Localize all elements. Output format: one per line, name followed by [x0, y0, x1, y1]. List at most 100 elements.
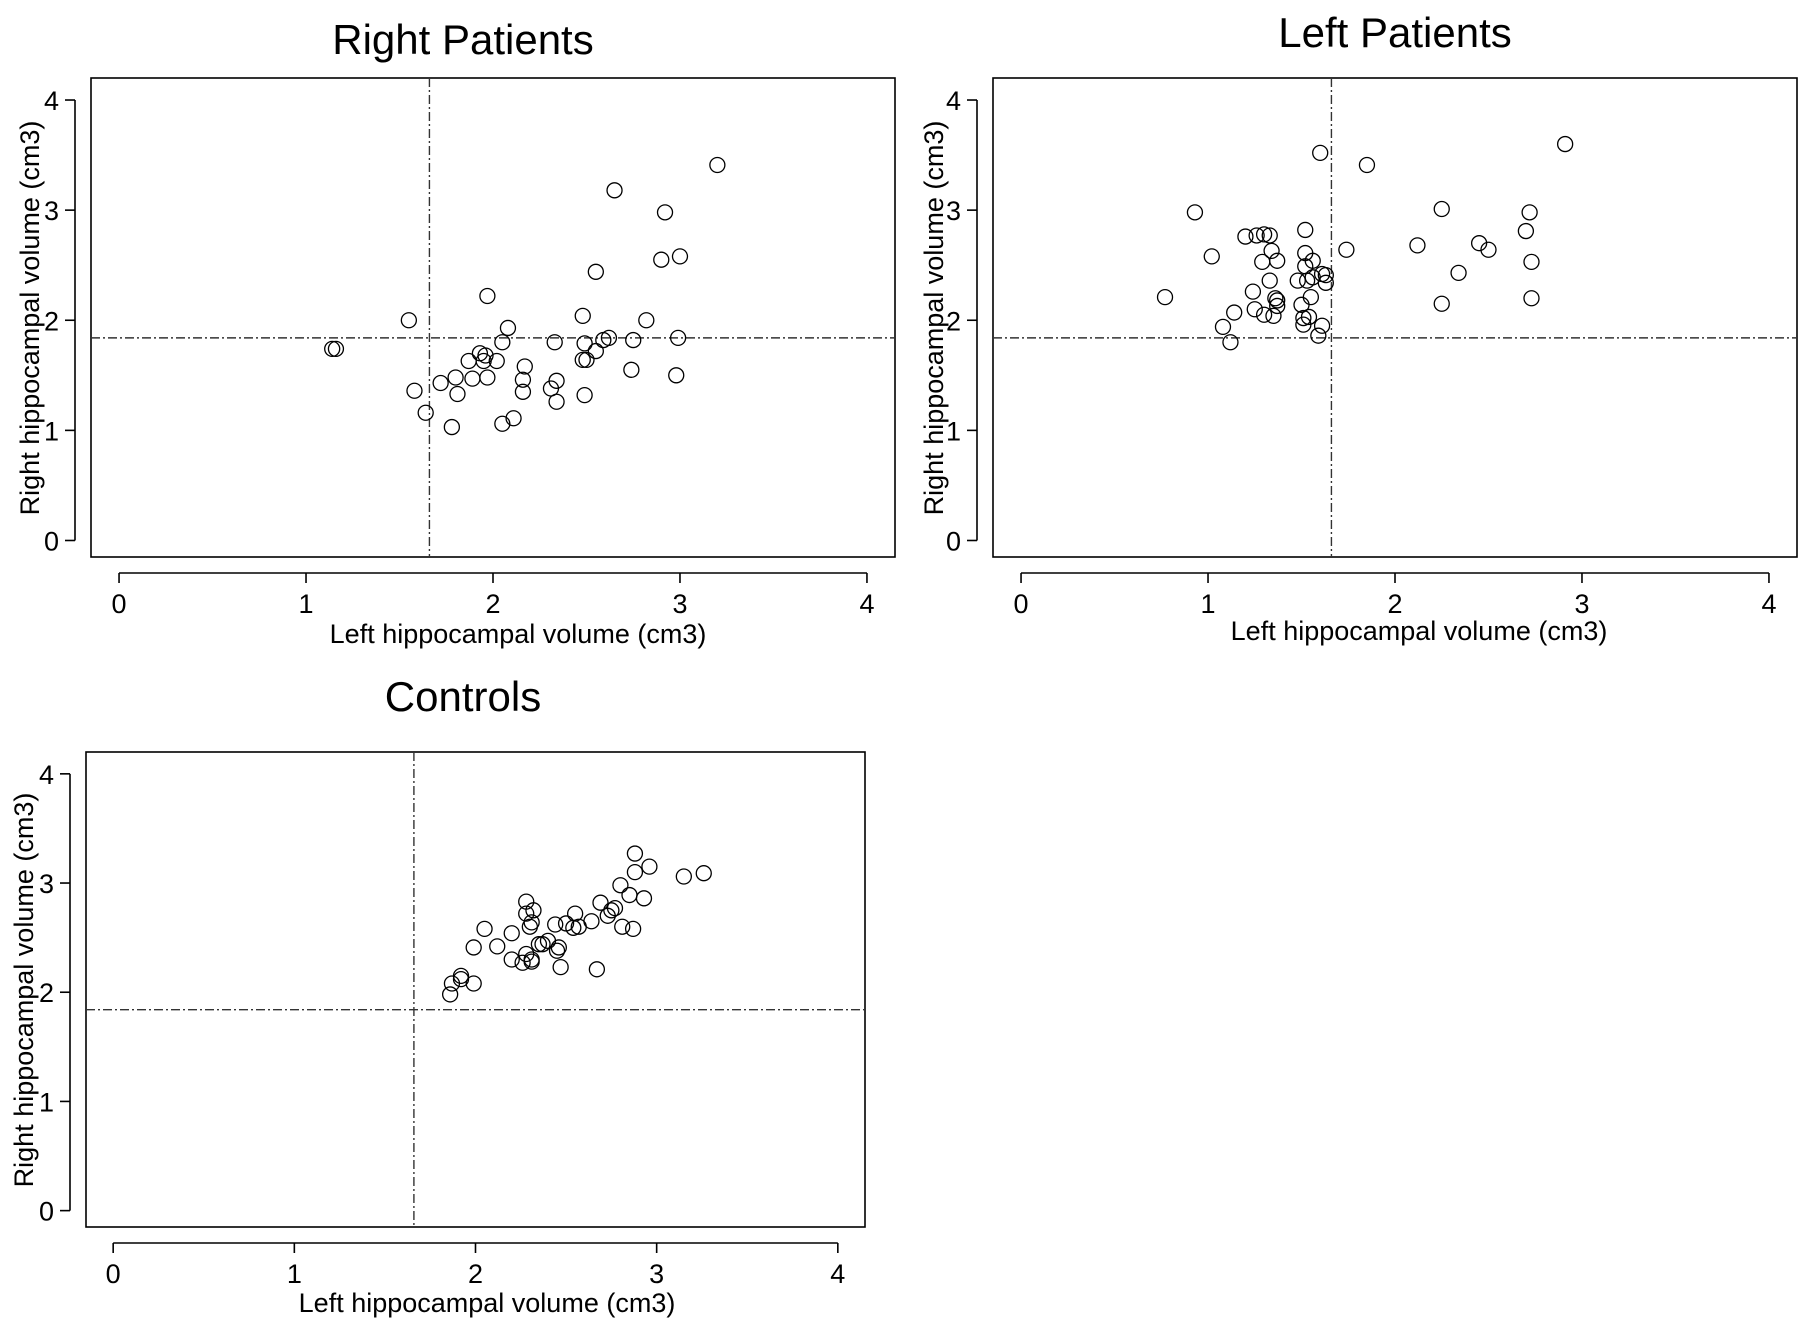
y-axis-label: Right hippocampal volume (cm3) [919, 121, 949, 516]
chart-title: Controls [385, 673, 541, 720]
data-point [1480, 241, 1497, 258]
y-tick-label: 2 [39, 978, 54, 1008]
y-tick-label: 1 [44, 416, 59, 446]
data-point [1317, 274, 1334, 291]
data-point [1300, 308, 1318, 326]
x-tick-label: 0 [1014, 589, 1029, 619]
panel-2: Controls 0 1 2 3 4 0 1 2 3 4 Left hippocampal volum… [9, 673, 866, 1318]
data-point [505, 410, 522, 427]
data-point [1338, 241, 1355, 258]
data-point [1298, 272, 1316, 289]
data-point [626, 863, 644, 881]
x-axis-label: Left hippocampal volume (cm3) [1231, 616, 1608, 646]
data-point [432, 374, 449, 392]
data-point [479, 287, 496, 305]
data-point [576, 335, 593, 352]
data-point [1244, 283, 1262, 300]
data-point [406, 382, 423, 399]
x-tick-label: 4 [859, 589, 874, 619]
data-point [494, 415, 511, 432]
y-tick-label: 4 [39, 760, 54, 790]
data-point [1556, 135, 1574, 153]
data-point [675, 868, 692, 885]
data-point [1304, 252, 1321, 269]
data-point [525, 902, 542, 919]
chart-title: Right Patients [332, 16, 593, 63]
y-axis-label: Right hippocampal volume (cm3) [15, 121, 45, 516]
data-point [514, 383, 532, 400]
data-point [400, 312, 418, 329]
panel-0: Right Patients 0 1 2 3 4 0 1 2 3 4 Left hippocampal… [15, 16, 896, 649]
data-point [1312, 144, 1329, 162]
data-point [1297, 221, 1314, 239]
y-tick-label: 3 [39, 869, 54, 899]
panel-1: Left Patients 0 1 2 3 4 0 1 2 3 4 Left hippocampal … [919, 9, 1798, 646]
y-tick-label: 0 [946, 526, 961, 556]
data-point [489, 938, 506, 955]
x-tick-label: 3 [649, 1259, 664, 1289]
data-point [653, 251, 670, 268]
data-point [566, 905, 584, 922]
data-point [583, 913, 600, 930]
x-tick-label: 2 [1387, 589, 1402, 619]
data-point [1409, 237, 1426, 254]
data-point [523, 914, 540, 931]
data-point [452, 970, 470, 988]
x-tick-label: 2 [468, 1259, 483, 1289]
plot-frame [992, 77, 1798, 558]
x-tick-label: 2 [485, 589, 500, 619]
plot-frame [90, 77, 896, 558]
data-point [1237, 228, 1254, 245]
data-point [1261, 272, 1278, 289]
data-point [1450, 264, 1467, 282]
data-point [576, 386, 593, 404]
data-point [1269, 252, 1286, 269]
x-tick-label: 4 [1761, 589, 1776, 619]
data-point [635, 890, 653, 907]
x-tick-label: 1 [1201, 589, 1216, 619]
data-point [534, 936, 551, 953]
data-point [324, 340, 341, 358]
data-point [1246, 301, 1263, 318]
x-tick-label: 3 [1574, 589, 1589, 619]
data-point [530, 936, 548, 953]
data-point [1313, 317, 1331, 334]
data-point [465, 975, 482, 992]
data-point [1302, 288, 1320, 306]
plot-frame [85, 751, 866, 1228]
data-point [656, 204, 674, 221]
data-point [603, 902, 620, 919]
data-point [606, 182, 623, 199]
data-point [600, 329, 618, 347]
data-point [539, 932, 557, 950]
data-point [668, 367, 685, 384]
data-point [548, 393, 565, 410]
x-tick-label: 4 [830, 1259, 845, 1289]
data-point [709, 156, 726, 174]
data-point [1156, 288, 1174, 306]
data-point [1289, 272, 1306, 289]
data-point [1358, 156, 1376, 174]
data-point [621, 886, 638, 904]
data-point [1433, 200, 1450, 218]
data-point [1269, 292, 1286, 309]
data-point [523, 953, 540, 970]
data-point [574, 351, 591, 369]
y-tick-label: 4 [946, 86, 961, 116]
data-point [1433, 295, 1450, 312]
y-tick-label: 3 [946, 196, 961, 226]
data-point [641, 858, 658, 875]
y-tick-label: 2 [44, 306, 59, 336]
data-point [624, 920, 642, 938]
data-point [1317, 266, 1334, 284]
data-point [671, 248, 689, 265]
data-point [449, 385, 466, 403]
data-point [441, 986, 459, 1003]
chart-title: Left Patients [1278, 9, 1511, 56]
data-point [548, 372, 565, 389]
x-tick-label: 3 [672, 589, 687, 619]
data-point [588, 961, 606, 978]
data-point [516, 358, 533, 375]
data-point [1295, 309, 1312, 327]
x-tick-label: 1 [287, 1259, 302, 1289]
